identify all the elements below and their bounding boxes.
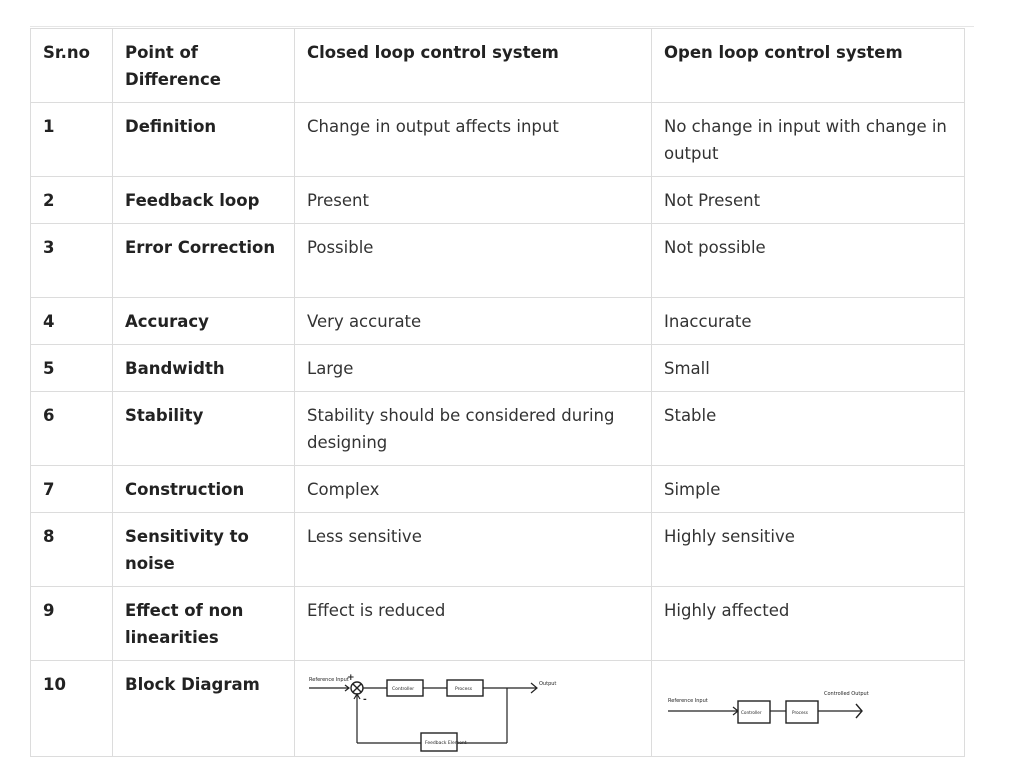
open-controller-block <box>737 700 771 724</box>
feedback-element-block <box>420 732 458 752</box>
open-process-label: Process <box>792 710 808 715</box>
comparison-table: Sr.no Point of Difference Closed loop co… <box>30 28 965 757</box>
header-open-loop: Open loop control system <box>651 28 965 103</box>
table-row: 4 Accuracy Very accurate Inaccurate <box>30 297 965 345</box>
table-row: 3 Error Correction Possible Not possible <box>30 223 965 298</box>
row-open-value: Inaccurate <box>651 297 965 345</box>
table-row: 2 Feedback loop Present Not Present <box>30 176 965 224</box>
row-closed-value: Possible <box>294 223 652 298</box>
controller-label: Controller <box>392 686 414 692</box>
row-number: 7 <box>30 465 113 513</box>
row-number: 6 <box>30 391 113 466</box>
output-label: Output <box>539 681 556 687</box>
row-point: Stability <box>112 391 295 466</box>
row-number: 9 <box>30 586 113 661</box>
table-header-row: Sr.no Point of Difference Closed loop co… <box>30 28 965 103</box>
table-row: 10 Block Diagram Reference Input + - <box>30 660 965 757</box>
table-row: 7 Construction Complex Simple <box>30 465 965 513</box>
open-loop-diagram-cell: Reference Input Controller Process Contr… <box>651 660 965 757</box>
header-point-of-difference: Point of Difference <box>112 28 295 103</box>
row-open-value: Not possible <box>651 223 965 298</box>
open-controller-label: Controller <box>741 710 762 715</box>
top-divider <box>30 26 974 27</box>
table-row: 1 Definition Change in output affects in… <box>30 102 965 177</box>
row-open-value: Highly sensitive <box>651 512 965 587</box>
row-number: 8 <box>30 512 113 587</box>
row-number: 5 <box>30 344 113 392</box>
row-number: 2 <box>30 176 113 224</box>
row-closed-value: Complex <box>294 465 652 513</box>
row-open-value: Stable <box>651 391 965 466</box>
header-closed-loop: Closed loop control system <box>294 28 652 103</box>
open-reference-input-label: Reference Input <box>668 698 708 704</box>
row-closed-value: Less sensitive <box>294 512 652 587</box>
row-closed-value: Present <box>294 176 652 224</box>
row-point: Definition <box>112 102 295 177</box>
diagram-reference-input-label: Reference Input <box>309 677 349 683</box>
row-point: Sensitivity to noise <box>112 512 295 587</box>
row-point: Error Correction <box>112 223 295 298</box>
row-point: Construction <box>112 465 295 513</box>
controlled-output-label: Controlled Output <box>824 691 869 697</box>
closed-loop-diagram-cell: Reference Input + - Controller Proc <box>294 660 652 757</box>
closed-loop-block-diagram: Reference Input + - Controller Proc <box>309 673 556 752</box>
row-number: 3 <box>30 223 113 298</box>
table-row: 9 Effect of non linearities Effect is re… <box>30 586 965 661</box>
process-label: Process <box>455 686 473 692</box>
row-point: Block Diagram <box>112 660 295 757</box>
table-row: 8 Sensitivity to noise Less sensitive Hi… <box>30 512 965 587</box>
row-point: Effect of non linearities <box>112 586 295 661</box>
row-closed-value: Large <box>294 344 652 392</box>
row-open-value: Not Present <box>651 176 965 224</box>
row-point: Bandwidth <box>112 344 295 392</box>
table-row: 6 Stability Stability should be consider… <box>30 391 965 466</box>
summing-plus-sign: + <box>347 673 355 683</box>
open-process-block <box>785 700 819 724</box>
row-closed-value: Stability should be considered during de… <box>294 391 652 466</box>
open-loop-block-diagram: Reference Input Controller Process Contr… <box>668 691 869 724</box>
row-point: Accuracy <box>112 297 295 345</box>
row-number: 10 <box>30 660 113 757</box>
row-number: 4 <box>30 297 113 345</box>
row-closed-value: Very accurate <box>294 297 652 345</box>
summing-minus-sign: - <box>363 695 367 705</box>
table-row: 5 Bandwidth Large Small <box>30 344 965 392</box>
row-open-value: Small <box>651 344 965 392</box>
row-number: 1 <box>30 102 113 177</box>
row-point: Feedback loop <box>112 176 295 224</box>
row-open-value: No change in input with change in output <box>651 102 965 177</box>
row-closed-value: Effect is reduced <box>294 586 652 661</box>
row-closed-value: Change in output affects input <box>294 102 652 177</box>
feedback-element-label: Feedback Element <box>425 740 467 746</box>
row-open-value: Simple <box>651 465 965 513</box>
row-open-value: Highly affected <box>651 586 965 661</box>
header-srno: Sr.no <box>30 28 113 103</box>
